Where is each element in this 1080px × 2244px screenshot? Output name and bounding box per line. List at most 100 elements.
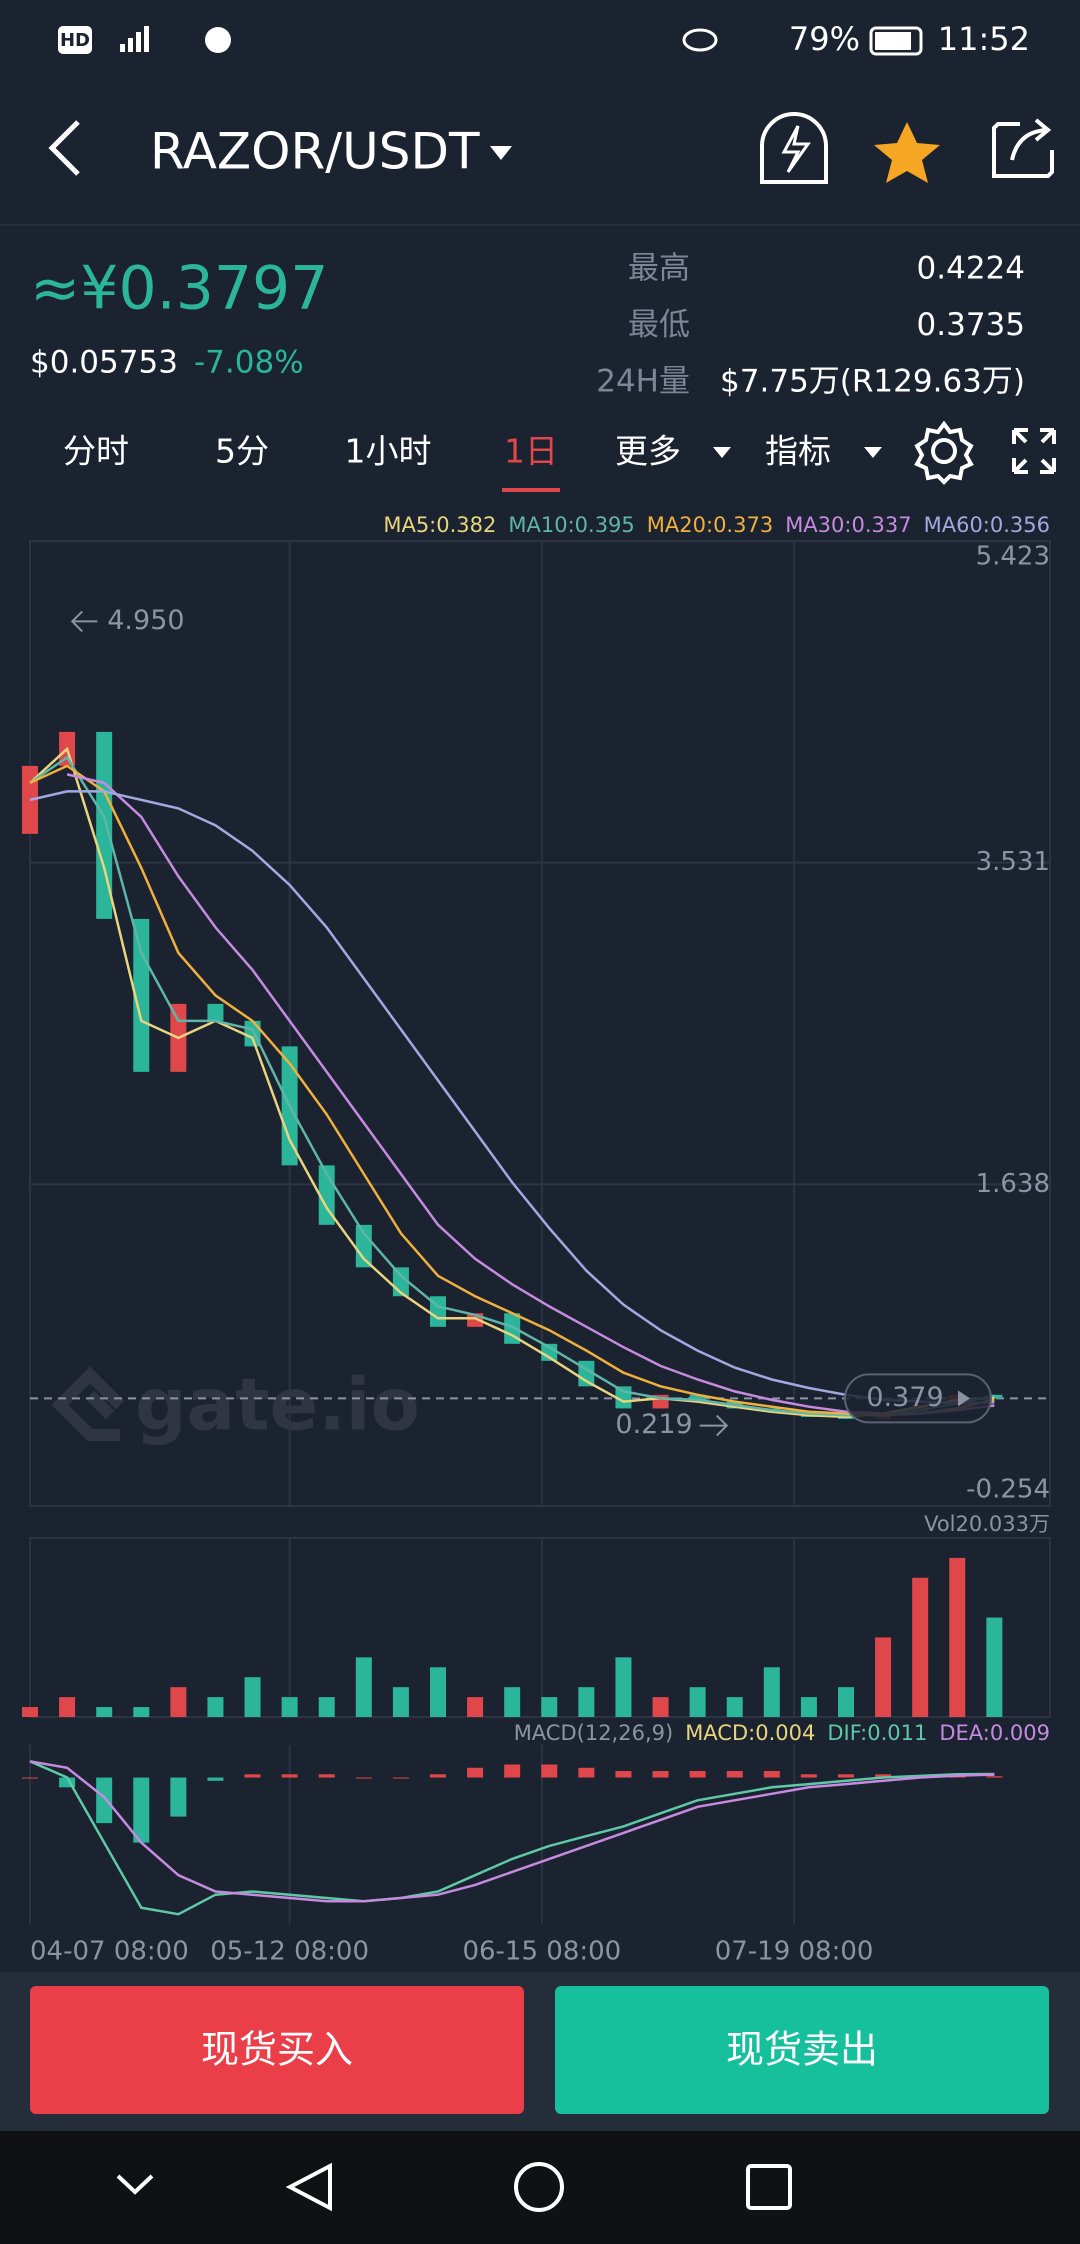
sell-label[interactable]: 现货卖出 <box>726 2028 878 2072</box>
ma-line <box>29 755 995 1417</box>
nav-hide[interactable] <box>116 2174 154 2195</box>
nav-bar <box>0 2131 1080 2244</box>
nav-home[interactable] <box>514 2162 564 2212</box>
macd-bar <box>689 1771 706 1778</box>
eye-icon <box>682 28 718 52</box>
volume-bar <box>800 1697 817 1717</box>
macd-bar <box>170 1777 187 1817</box>
last-price: ≈¥0.3797 <box>30 254 328 324</box>
battery-icon <box>869 26 923 56</box>
high-arrow <box>70 610 98 633</box>
low-label: 0.219 <box>615 1409 692 1440</box>
tab[interactable]: 更多 <box>615 432 681 471</box>
pair-title[interactable]: RAZOR/USDT <box>150 123 480 181</box>
last-price-label[interactable]: 0.379 <box>866 1382 943 1413</box>
volume-bar <box>838 1687 854 1717</box>
tab-dropdown[interactable] <box>713 447 731 458</box>
volume-bar <box>59 1697 76 1717</box>
macd-label: MACD(12,26,9) <box>514 1721 674 1745</box>
favorite-star[interactable] <box>874 122 940 183</box>
ma-line <box>29 746 995 1419</box>
macd-bar <box>949 1776 966 1778</box>
volume-bar <box>22 1707 38 1717</box>
volume-bar <box>170 1687 187 1717</box>
volume-bar <box>430 1667 446 1717</box>
legend-entry: MA5:0.382 <box>383 513 496 537</box>
tab-dropdown[interactable] <box>864 447 882 458</box>
stat-label: 24H量 <box>596 364 690 400</box>
tab[interactable]: 5分 <box>215 432 269 471</box>
macd-bar <box>207 1777 224 1781</box>
signal-icon <box>120 26 149 52</box>
tab-underline <box>502 488 560 492</box>
macd-bar <box>96 1777 113 1824</box>
tab[interactable]: 指标 <box>765 432 831 471</box>
volume-bar <box>615 1657 632 1717</box>
volume-bar <box>912 1577 929 1717</box>
stat-label: 最高 <box>628 251 690 287</box>
macd-bar <box>800 1774 817 1778</box>
macd-legend-entry: DIF:0.011 <box>827 1721 927 1745</box>
share-button[interactable] <box>992 118 1054 178</box>
volume-bar <box>244 1677 261 1717</box>
volume-bar <box>504 1687 521 1717</box>
nav-recent[interactable] <box>746 2164 792 2210</box>
watermark: gate.io <box>135 1363 420 1447</box>
stat-value: 0.4224 <box>917 251 1025 287</box>
usd-price: $0.05753 <box>30 345 178 381</box>
volume-bar <box>726 1697 743 1717</box>
nav-back[interactable] <box>285 2162 332 2212</box>
tab[interactable]: 1小时 <box>345 432 432 471</box>
macd-bar <box>986 1776 1003 1778</box>
macd-bar <box>318 1774 335 1778</box>
macd-bar <box>22 1777 38 1779</box>
volume-bar <box>652 1697 669 1717</box>
candle <box>504 1313 521 1344</box>
volume-label: Vol20.033万 <box>924 1512 1050 1536</box>
legend-entry: MA10:0.395 <box>508 513 634 537</box>
x-tick-label: 05-12 08:00 <box>210 1937 369 1967</box>
settings-button[interactable] <box>914 420 974 485</box>
ma-line <box>29 790 995 1405</box>
buy-button[interactable] <box>30 1986 524 2114</box>
tab[interactable]: 1日 <box>504 432 558 471</box>
macd-bar <box>244 1774 261 1778</box>
high-label: 4.950 <box>107 605 184 636</box>
volume-bar <box>541 1697 558 1717</box>
sell-button[interactable] <box>555 1986 1049 2114</box>
candle <box>96 731 113 919</box>
macd-bar <box>281 1774 298 1778</box>
macd-bar <box>467 1767 484 1778</box>
buy-label[interactable]: 现货买入 <box>201 2028 353 2072</box>
volume-bar <box>96 1707 113 1717</box>
candle <box>689 1394 706 1402</box>
message-icon <box>205 27 231 53</box>
macd-bar <box>652 1771 669 1778</box>
macd-bar <box>430 1774 446 1778</box>
candle <box>541 1343 558 1361</box>
macd-bar <box>355 1777 372 1779</box>
hd-badge: HD <box>60 30 90 51</box>
macd-legend-entry: DEA:0.009 <box>939 1721 1050 1745</box>
y-tick-label: 3.531 <box>976 847 1050 877</box>
legend-entry: MA60:0.356 <box>924 513 1050 537</box>
macd-bar <box>133 1777 150 1843</box>
y-tick-label: 1.638 <box>976 1169 1050 1199</box>
macd-line <box>29 1760 995 1903</box>
candle <box>133 918 150 1072</box>
fullscreen-button[interactable] <box>1012 428 1056 474</box>
back-button[interactable] <box>48 120 80 176</box>
candle <box>207 1003 224 1021</box>
macd-bar <box>59 1777 76 1788</box>
x-tick-label: 04-07 08:00 <box>30 1937 189 1967</box>
macd-bar <box>726 1771 743 1778</box>
volume-bar <box>318 1697 335 1717</box>
volume-bar <box>355 1657 372 1717</box>
x-tick-label: 07-19 08:00 <box>715 1937 874 1967</box>
pair-dropdown[interactable] <box>490 146 512 160</box>
alert-button[interactable] <box>760 112 828 184</box>
tab[interactable]: 分时 <box>63 432 129 471</box>
last-price-box[interactable] <box>844 1373 992 1424</box>
price-change: -7.08% <box>194 345 304 381</box>
battery-level <box>875 32 911 50</box>
